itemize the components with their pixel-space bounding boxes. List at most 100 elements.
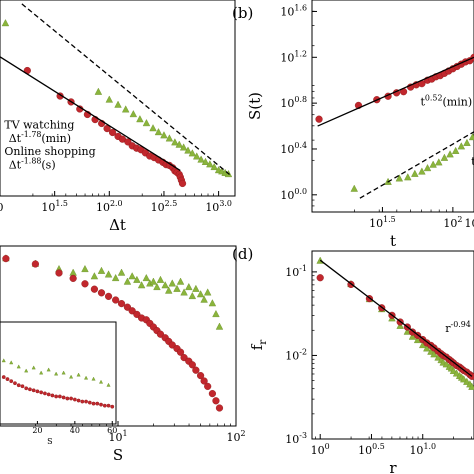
point-c-s1-0 — [2, 255, 10, 263]
panel-d: 100 100.5 101.0 10-3 10-2 10-1 r fr (d) r-0.94 — [232, 245, 474, 474]
point-c-s1-8 — [112, 296, 120, 304]
inset-point-s0-0 — [1, 358, 6, 363]
point-a-s0-3 — [114, 100, 122, 108]
inset-point-s0-9 — [69, 374, 74, 379]
x-tick-label-a-4: 103.0 — [205, 199, 232, 214]
annotation-b-0: t0.52(min) — [420, 93, 472, 108]
x-tick-label-b-1: 102 — [443, 215, 462, 230]
inset-point-s0-11 — [84, 375, 89, 380]
point-a-s0-4 — [121, 105, 130, 113]
point-c-s1-33 — [215, 404, 224, 412]
inset-point-s0-4 — [31, 365, 36, 370]
point-c-s0-28 — [196, 290, 205, 298]
fit-line-d-0 — [319, 259, 473, 377]
point-b-s1-10 — [446, 150, 454, 158]
inset-point-s0-2 — [16, 364, 21, 369]
point-a-s0-8 — [149, 124, 157, 132]
fit-line-b-1 — [359, 131, 474, 199]
inset-point-s0-14 — [106, 382, 111, 387]
inset-point-s1-25 — [95, 401, 100, 406]
point-c-s1-31 — [208, 390, 217, 398]
plot-area-c — [2, 254, 224, 412]
point-b-s1-7 — [429, 160, 437, 168]
inset-point-s1-22 — [84, 399, 88, 404]
point-a-s0-19 — [201, 157, 210, 165]
inset-point-s1-3 — [13, 381, 17, 386]
x-tick-label-c-0: 101 — [108, 429, 127, 444]
panel-a: 0 101.5 102.0 102.5 103.0 Δt TV watchingΔt-1.7… — [0, 0, 236, 234]
point-b-s1-8 — [435, 158, 443, 166]
point-b-s1-11 — [451, 146, 460, 154]
x-tick-label-b-2: 102 — [464, 215, 474, 230]
point-a-s0-11 — [165, 134, 174, 142]
y-tick-label-b-4: 101.6 — [280, 3, 307, 18]
point-c-s0-14 — [142, 273, 151, 282]
point-a-s0-14 — [179, 143, 188, 151]
inset-point-s1-28 — [106, 403, 111, 408]
x-axis-label-d: r — [389, 459, 397, 474]
point-c-s0-24 — [180, 288, 188, 296]
annotation-b-1: t — [471, 155, 474, 168]
point-b-s1-4 — [411, 169, 419, 177]
axes-frame-d — [311, 250, 474, 440]
point-c-s0-13 — [137, 281, 146, 289]
inset-point-s0-3 — [24, 368, 29, 373]
y-tick-label-b-1: 100.4 — [280, 141, 307, 156]
axes-frame-b — [311, 0, 474, 213]
point-b-s1-5 — [418, 167, 426, 175]
point-c-s1-2 — [55, 269, 63, 277]
x-tick-label-d-0: 100 — [311, 442, 330, 457]
point-c-s1-28 — [197, 372, 205, 380]
point-c-s0-18 — [156, 275, 165, 283]
point-b-s0-0 — [315, 115, 323, 123]
inset-point-s1-12 — [46, 392, 51, 397]
point-a-s0-10 — [160, 131, 168, 139]
inset-point-s1-6 — [24, 386, 29, 391]
inset-point-s0-12 — [91, 376, 96, 381]
point-c-s0-26 — [188, 291, 197, 300]
point-c-s1-26 — [188, 361, 196, 369]
annotation-a-3: Δt-1.88(s) — [9, 157, 56, 172]
point-a-s0-1 — [94, 87, 103, 95]
point-c-s1-29 — [200, 377, 208, 385]
y-axis-label-b: S(t) — [246, 92, 264, 120]
inset-point-s1-5 — [20, 384, 25, 389]
panel-letter-b: (b) — [232, 4, 253, 22]
point-b-s1-13 — [463, 138, 471, 146]
inset-point-s1-20 — [76, 398, 81, 403]
inset-point-s0-13 — [99, 379, 104, 384]
y-tick-label-b-2: 100.8 — [280, 95, 307, 110]
point-c-s1-9 — [117, 300, 126, 308]
inset-x-axis-label: S — [47, 437, 52, 446]
point-a-s0-13 — [175, 140, 183, 148]
inset-x-tick-label-1: 40 — [70, 426, 80, 435]
point-a-s0-21 — [210, 162, 218, 171]
point-a-s1-7 — [103, 124, 111, 133]
point-a-s0-17 — [193, 152, 201, 160]
point-a-s0-18 — [197, 155, 205, 163]
inset-point-s1-23 — [87, 400, 92, 405]
point-c-s0-20 — [165, 286, 173, 294]
point-c-s1-32 — [212, 397, 220, 405]
inset-point-s0-5 — [39, 370, 44, 375]
x-tick-label-b-0: 101.5 — [369, 215, 396, 230]
point-b-s1-0 — [350, 184, 358, 192]
point-b-s1-6 — [423, 164, 432, 172]
point-c-s0-25 — [185, 282, 193, 291]
point-a-s1-8 — [108, 128, 117, 137]
fit-line-a-0 — [0, 56, 181, 172]
plot-area-b — [315, 53, 474, 199]
point-c-s0-7 — [104, 270, 113, 278]
y-tick-label-b-3: 101.2 — [280, 49, 307, 64]
point-c-s0-29 — [200, 295, 208, 303]
x-tick-label-a-3: 102.5 — [151, 199, 178, 214]
annotation-a-1: Δt-1.78(min) — [9, 130, 71, 145]
axes-frame-a — [0, 0, 236, 197]
inset-point-s0-6 — [46, 367, 51, 372]
point-c-s1-30 — [204, 382, 212, 391]
panel-c: 101 102 S 20 40 60 S — [0, 245, 246, 464]
point-c-s0-22 — [173, 284, 181, 292]
annotation-a-0: TV watching — [4, 119, 74, 132]
x-tick-label-a-0: 0 — [0, 201, 4, 214]
